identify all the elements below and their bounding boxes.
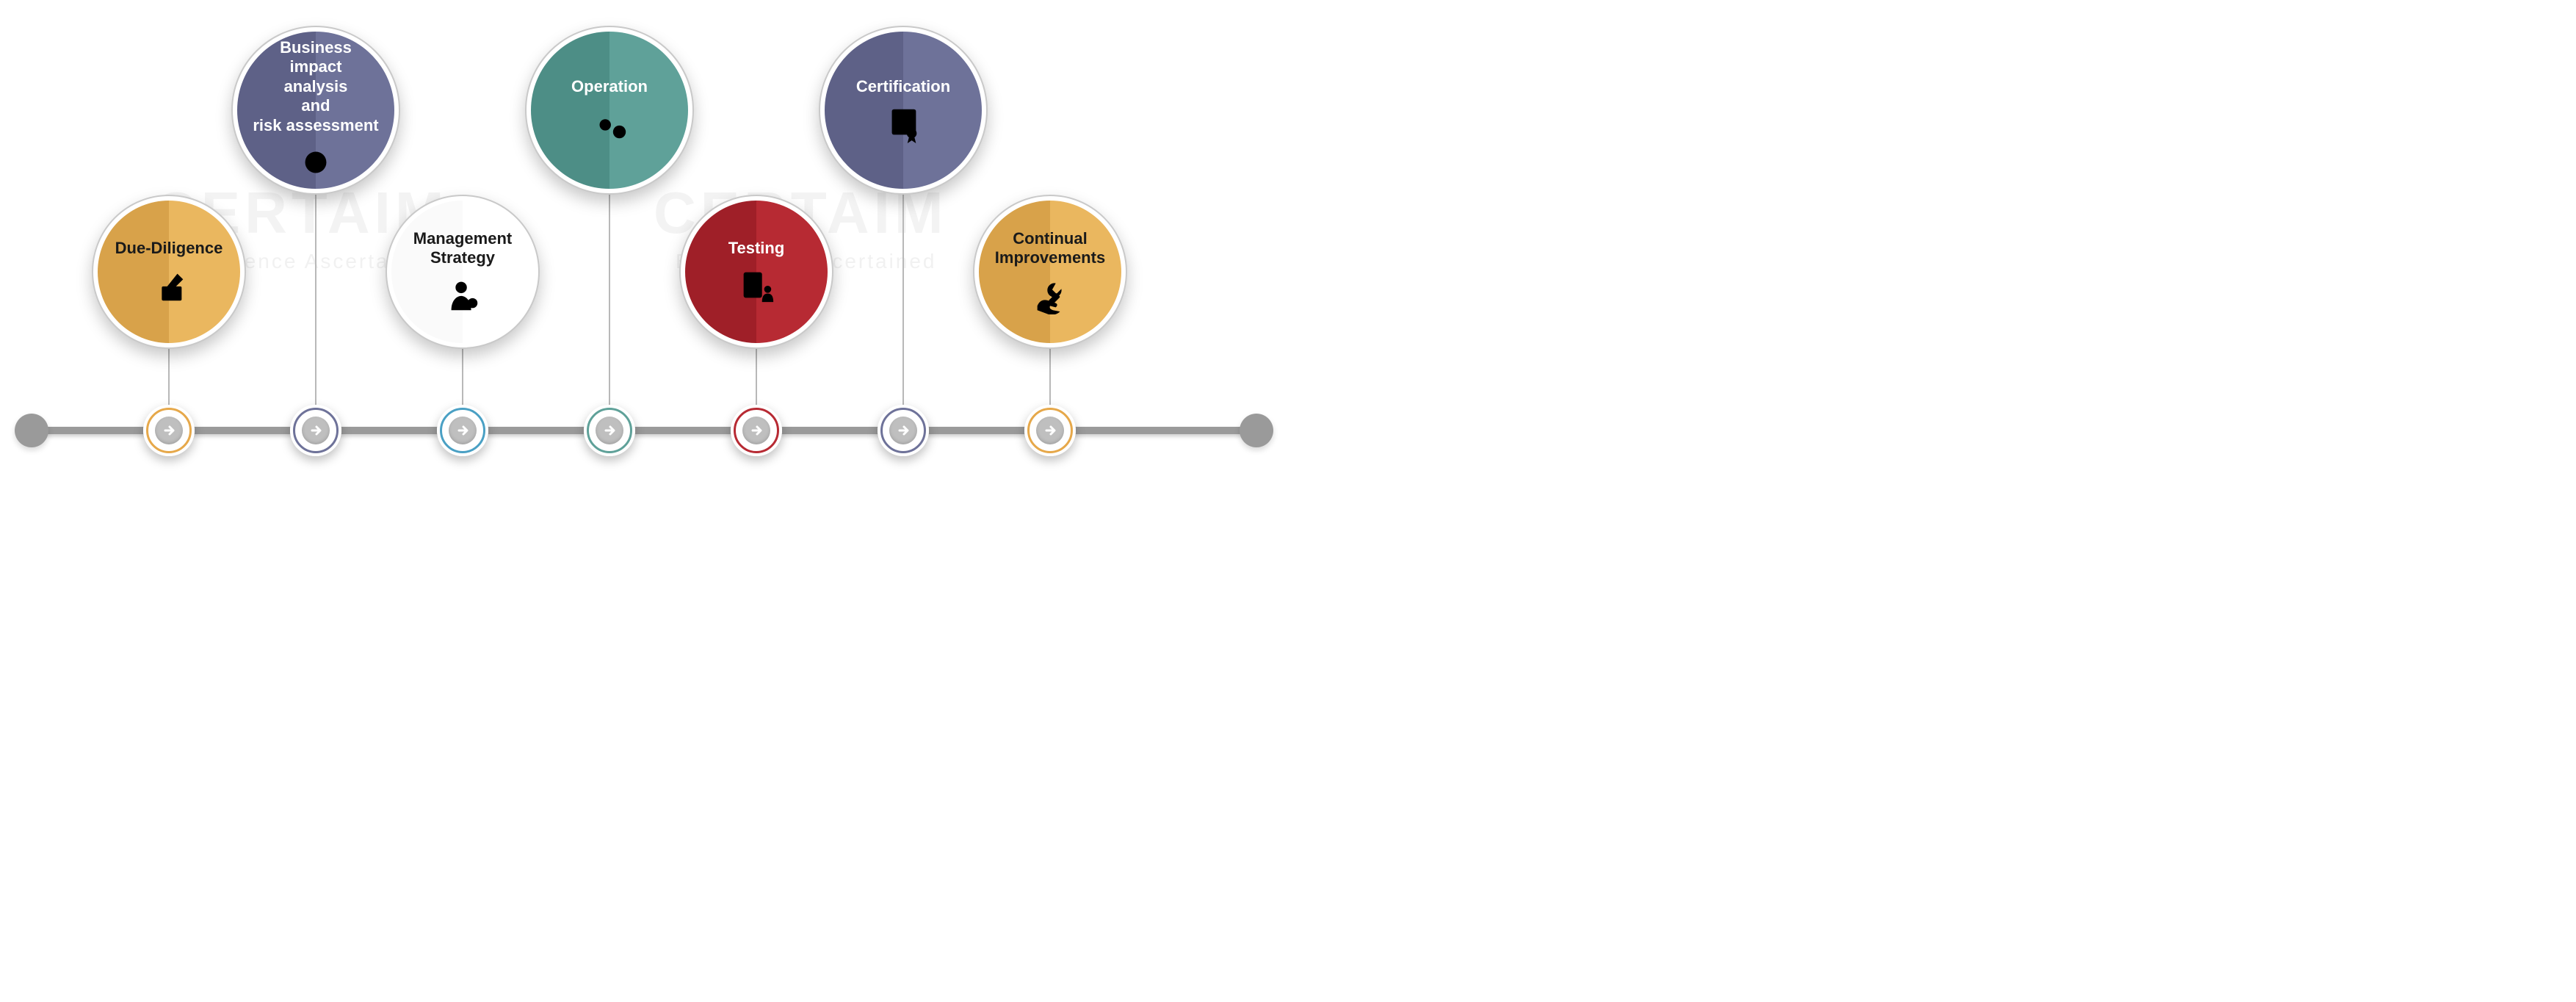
step-label: Due-Diligence xyxy=(115,239,223,258)
step-testing: Testing xyxy=(679,195,833,349)
connector-stem xyxy=(462,346,463,408)
magnify-chart-icon xyxy=(296,143,336,182)
step-bia: Businessimpactanalysisandrisk assessment xyxy=(231,26,400,195)
wrench-hand-icon xyxy=(1030,275,1070,314)
arrow-right-icon xyxy=(161,422,177,439)
arrow-right-icon xyxy=(455,422,471,439)
connector-stem xyxy=(315,192,316,408)
node-core xyxy=(1036,417,1064,444)
step-label: ManagementStrategy xyxy=(413,229,512,268)
arrow-right-icon xyxy=(601,422,618,439)
node-core xyxy=(596,417,623,444)
step-label: Operation xyxy=(571,77,648,96)
node-core xyxy=(449,417,477,444)
step-label: Businessimpactanalysisandrisk assessment xyxy=(253,38,378,135)
timeline-node-testing xyxy=(731,405,782,456)
connector-stem xyxy=(756,346,757,408)
step-certification: Certification xyxy=(819,26,988,195)
connector-stem xyxy=(609,192,610,408)
timeline-node-certification xyxy=(878,405,929,456)
connector-stem xyxy=(1049,346,1051,408)
timeline-axis xyxy=(22,427,1266,434)
axis-end-dot xyxy=(1240,414,1273,447)
node-core xyxy=(742,417,770,444)
step-operation: Operation xyxy=(525,26,694,195)
arrow-right-icon xyxy=(895,422,911,439)
connector-stem xyxy=(902,192,904,408)
timeline-node-operation xyxy=(584,405,635,456)
axis-start-dot xyxy=(15,414,48,447)
arrow-right-icon xyxy=(308,422,324,439)
process-infographic: CERTAIM Excellence Ascertained CERTAIM E… xyxy=(0,0,1288,501)
timeline-node-due-diligence xyxy=(143,405,195,456)
timeline-node-continual xyxy=(1024,405,1076,456)
arrow-right-icon xyxy=(1042,422,1058,439)
connector-stem xyxy=(168,346,170,408)
timeline-node-mgmt xyxy=(437,405,488,456)
node-core xyxy=(889,417,917,444)
arrow-right-icon xyxy=(748,422,764,439)
document-pen-icon xyxy=(149,265,189,305)
gears-signal-icon xyxy=(590,104,629,143)
step-mgmt: ManagementStrategy xyxy=(386,195,540,349)
timeline-node-bia xyxy=(290,405,341,456)
step-label: Testing xyxy=(728,239,785,258)
person-gear-icon xyxy=(443,275,482,314)
step-due-diligence: Due-Diligence xyxy=(92,195,246,349)
node-core xyxy=(302,417,330,444)
step-continual: ContinualImprovements xyxy=(973,195,1127,349)
node-core xyxy=(155,417,183,444)
certificate-icon xyxy=(883,104,923,143)
step-label: ContinualImprovements xyxy=(995,229,1105,268)
checklist-user-icon xyxy=(737,265,776,305)
step-label: Certification xyxy=(856,77,950,96)
